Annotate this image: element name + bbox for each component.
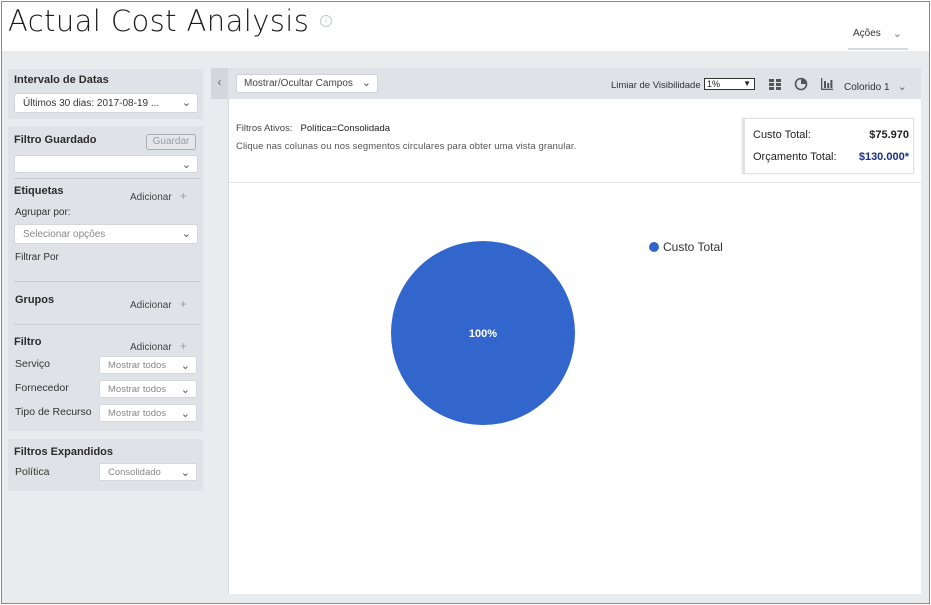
show-hide-fields-dropdown[interactable]: Mostrar/Ocultar Campos ⌄ (236, 74, 378, 93)
table-icon[interactable] (768, 77, 782, 91)
info-icon[interactable]: i (320, 15, 332, 27)
show-hide-fields-label: Mostrar/Ocultar Campos (244, 78, 353, 89)
legend-item[interactable]: Custo Total (649, 240, 723, 254)
divider (14, 281, 200, 282)
visibility-threshold-value: 1% (707, 79, 721, 89)
chevron-down-icon: ⌄ (180, 467, 190, 479)
plus-icon: + (179, 189, 187, 203)
chevron-down-icon: ⌄ (181, 159, 191, 171)
total-cost-row: Custo Total: $75.970 (753, 129, 909, 141)
tags-label: Etiquetas (14, 185, 64, 197)
date-range-value: Últimos 30 dias: 2017-08-19 ... (23, 98, 160, 109)
filter-provider-select[interactable]: Mostrar todos ⌄ (99, 380, 197, 398)
actions-label: Ações (853, 28, 881, 39)
chevron-down-icon: ⌄ (897, 81, 907, 93)
add-filter-label: Adicionar (130, 342, 172, 353)
pie-chart-icon[interactable] (794, 77, 808, 91)
group-by-placeholder: Selecionar opções (23, 229, 106, 240)
filter-label: Filtro (14, 336, 42, 348)
chevron-down-icon: ⌄ (361, 77, 371, 89)
cost-summary-box: Custo Total: $75.970 Orçamento Total: $1… (742, 118, 914, 174)
plus-icon: + (179, 339, 187, 353)
saved-filter-label: Filtro Guardado (14, 134, 97, 146)
chevron-down-icon: ⌄ (180, 408, 190, 420)
caret-down-icon: ▼ (743, 79, 751, 88)
total-budget-value: $130.000* (858, 151, 909, 163)
filters-panel: Filtro Guardado Guardar ⌄ Etiquetas Adic… (8, 126, 203, 431)
filter-provider-label: Fornecedor (15, 382, 69, 394)
filter-resource-type-value: Mostrar todos (108, 408, 167, 419)
total-budget-label: Orçamento Total: (753, 151, 837, 163)
pie-slice-0[interactable] (391, 241, 575, 425)
add-tag-label: Adicionar (130, 192, 172, 203)
group-by-select[interactable]: Selecionar opções ⌄ (14, 224, 198, 244)
filter-by-label: Filtrar Por (15, 252, 59, 263)
divider (229, 182, 922, 183)
filter-resource-type-label: Tipo de Recurso (15, 406, 92, 418)
chart-area: Filtros Ativos: Política=Consolidada Cliq… (228, 99, 922, 594)
collapse-sidebar-button[interactable]: ‹ (211, 68, 228, 99)
date-range-select[interactable]: Últimos 30 dias: 2017-08-19 ... ⌄ (14, 93, 198, 113)
divider (14, 324, 200, 325)
expanded-filters-label: Filtros Expandidos (14, 446, 114, 458)
group-by-label: Agrupar por: (15, 207, 71, 218)
filter-provider-value: Mostrar todos (108, 384, 167, 395)
saved-filter-select[interactable]: ⌄ (14, 155, 198, 173)
date-range-label: Intervalo de Datas (14, 74, 109, 86)
pie-chart: 100% (391, 241, 575, 425)
add-tag-button[interactable]: Adicionar + (130, 189, 187, 203)
actions-dropdown[interactable]: Ações ⌄ (848, 24, 908, 50)
visibility-threshold-select[interactable]: 1% ▼ (704, 78, 755, 90)
filter-policy-select[interactable]: Consolidado ⌄ (99, 463, 197, 481)
active-filters: Filtros Ativos: Política=Consolidada (236, 123, 390, 134)
add-group-label: Adicionar (130, 300, 172, 311)
chevron-down-icon: ⌄ (181, 97, 191, 109)
chevron-down-icon: ⌄ (181, 228, 191, 240)
total-cost-value: $75.970 (869, 129, 909, 141)
color-scheme-dropdown[interactable]: Colorido 1 ⌄ (844, 80, 907, 93)
add-group-button[interactable]: Adicionar + (130, 297, 187, 311)
filter-policy-value: Consolidado (108, 467, 161, 478)
bar-chart-icon[interactable] (820, 77, 834, 91)
plus-icon: + (179, 297, 187, 311)
color-scheme-label: Colorido 1 (844, 82, 890, 93)
chart-toolbar: ‹ Mostrar/Ocultar Campos ⌄ Limiar de Vis… (211, 68, 921, 99)
divider (14, 178, 200, 179)
hint-text: Clique nas colunas ou nos segmentos circ… (236, 141, 577, 152)
chevron-down-icon: ⌄ (180, 360, 190, 372)
header-bar: Actual Cost Analysis i Ações ⌄ (2, 2, 929, 51)
filter-service-value: Mostrar todos (108, 360, 167, 371)
chevron-down-icon: ⌄ (892, 28, 902, 40)
page-title: Actual Cost Analysis (8, 4, 310, 38)
filter-service-label: Serviço (15, 358, 51, 370)
filter-policy-label: Política (15, 466, 50, 478)
groups-label: Grupos (15, 294, 55, 306)
chevron-left-icon: ‹ (217, 75, 222, 89)
total-budget-row: Orçamento Total: $130.000* (753, 151, 909, 163)
legend-swatch (649, 242, 659, 252)
pie-slice-label-0: 100% (469, 328, 497, 340)
filter-resource-type-select[interactable]: Mostrar todos ⌄ (99, 404, 197, 422)
active-filters-label: Filtros Ativos: (236, 123, 293, 134)
total-cost-label: Custo Total: (753, 129, 811, 141)
visibility-threshold-label: Limiar de Visibilidade (611, 80, 701, 91)
active-filters-value: Política=Consolidada (300, 123, 391, 134)
chevron-down-icon: ⌄ (180, 384, 190, 396)
filter-service-select[interactable]: Mostrar todos ⌄ (99, 356, 197, 374)
add-filter-button[interactable]: Adicionar + (130, 339, 187, 353)
date-range-panel: Intervalo de Datas Últimos 30 dias: 2017… (8, 69, 203, 119)
save-filter-button[interactable]: Guardar (146, 134, 196, 150)
expanded-filters-panel: Filtros Expandidos Política Consolidado … (8, 439, 203, 491)
legend-label: Custo Total (663, 240, 723, 254)
